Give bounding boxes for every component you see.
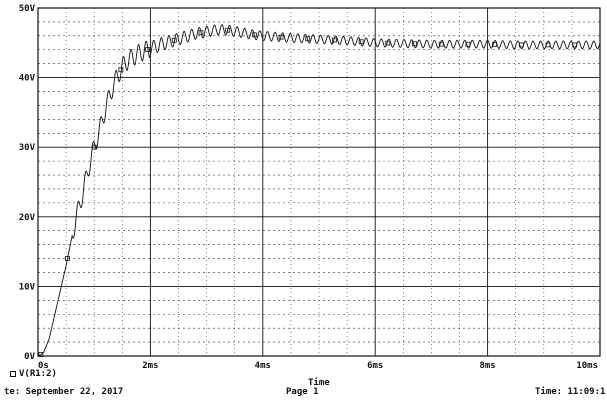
series-marker (225, 27, 231, 33)
x-tick-labels: 0s 2ms 4ms 6ms 8ms 10ms (38, 361, 598, 371)
footer-date: te: September 22, 2017 (4, 387, 124, 397)
x-tick-label: 2ms (142, 361, 158, 371)
y-tick-label: 50V (19, 4, 36, 14)
series-marker (118, 67, 124, 73)
y-tick-label: 0V (24, 352, 35, 362)
x-axis-label: Time (308, 378, 330, 388)
series-marker (65, 256, 70, 261)
x-tick-label: 6ms (367, 361, 383, 371)
plot-frame (37, 7, 601, 357)
x-tick-label: 8ms (479, 361, 495, 371)
legend: V(R1:2) (10, 369, 57, 379)
series-marker (278, 34, 284, 40)
series-marker (465, 41, 471, 47)
x-tick-label: 10ms (576, 361, 598, 371)
footer-page: Page 1 (286, 387, 319, 397)
y-tick-label: 40V (19, 74, 36, 84)
series-marker (171, 37, 177, 43)
y-tick-label: 20V (19, 213, 36, 223)
series-marker (545, 42, 551, 48)
y-tick-label: 10V (19, 282, 36, 292)
minor-grid (38, 8, 600, 356)
series-marker (572, 42, 578, 48)
series-markers (38, 27, 578, 358)
series-marker (145, 47, 150, 52)
series-marker (358, 39, 364, 45)
y-tick-labels: 0V 10V 20V 30V 40V 50V (19, 4, 36, 362)
series-marker (332, 37, 337, 43)
footer-time: Time: 11:09:1 (535, 387, 606, 397)
series-marker (198, 30, 204, 36)
y-tick-label: 30V (19, 143, 36, 153)
series-marker (412, 41, 417, 47)
legend-marker-icon (10, 370, 16, 377)
major-grid (38, 8, 600, 356)
legend-label: V(R1:2) (19, 369, 57, 379)
x-tick-label: 0s (38, 361, 49, 371)
series-line-v-r1-2 (37, 24, 601, 357)
series-marker (385, 40, 391, 46)
x-tick-label: 4ms (255, 361, 271, 371)
series-marker (438, 41, 444, 47)
series-marker (305, 36, 311, 42)
series-marker (518, 42, 524, 48)
series-marker (38, 352, 44, 358)
series-marker (251, 32, 257, 38)
series-marker (91, 144, 97, 150)
series-marker (492, 41, 498, 47)
